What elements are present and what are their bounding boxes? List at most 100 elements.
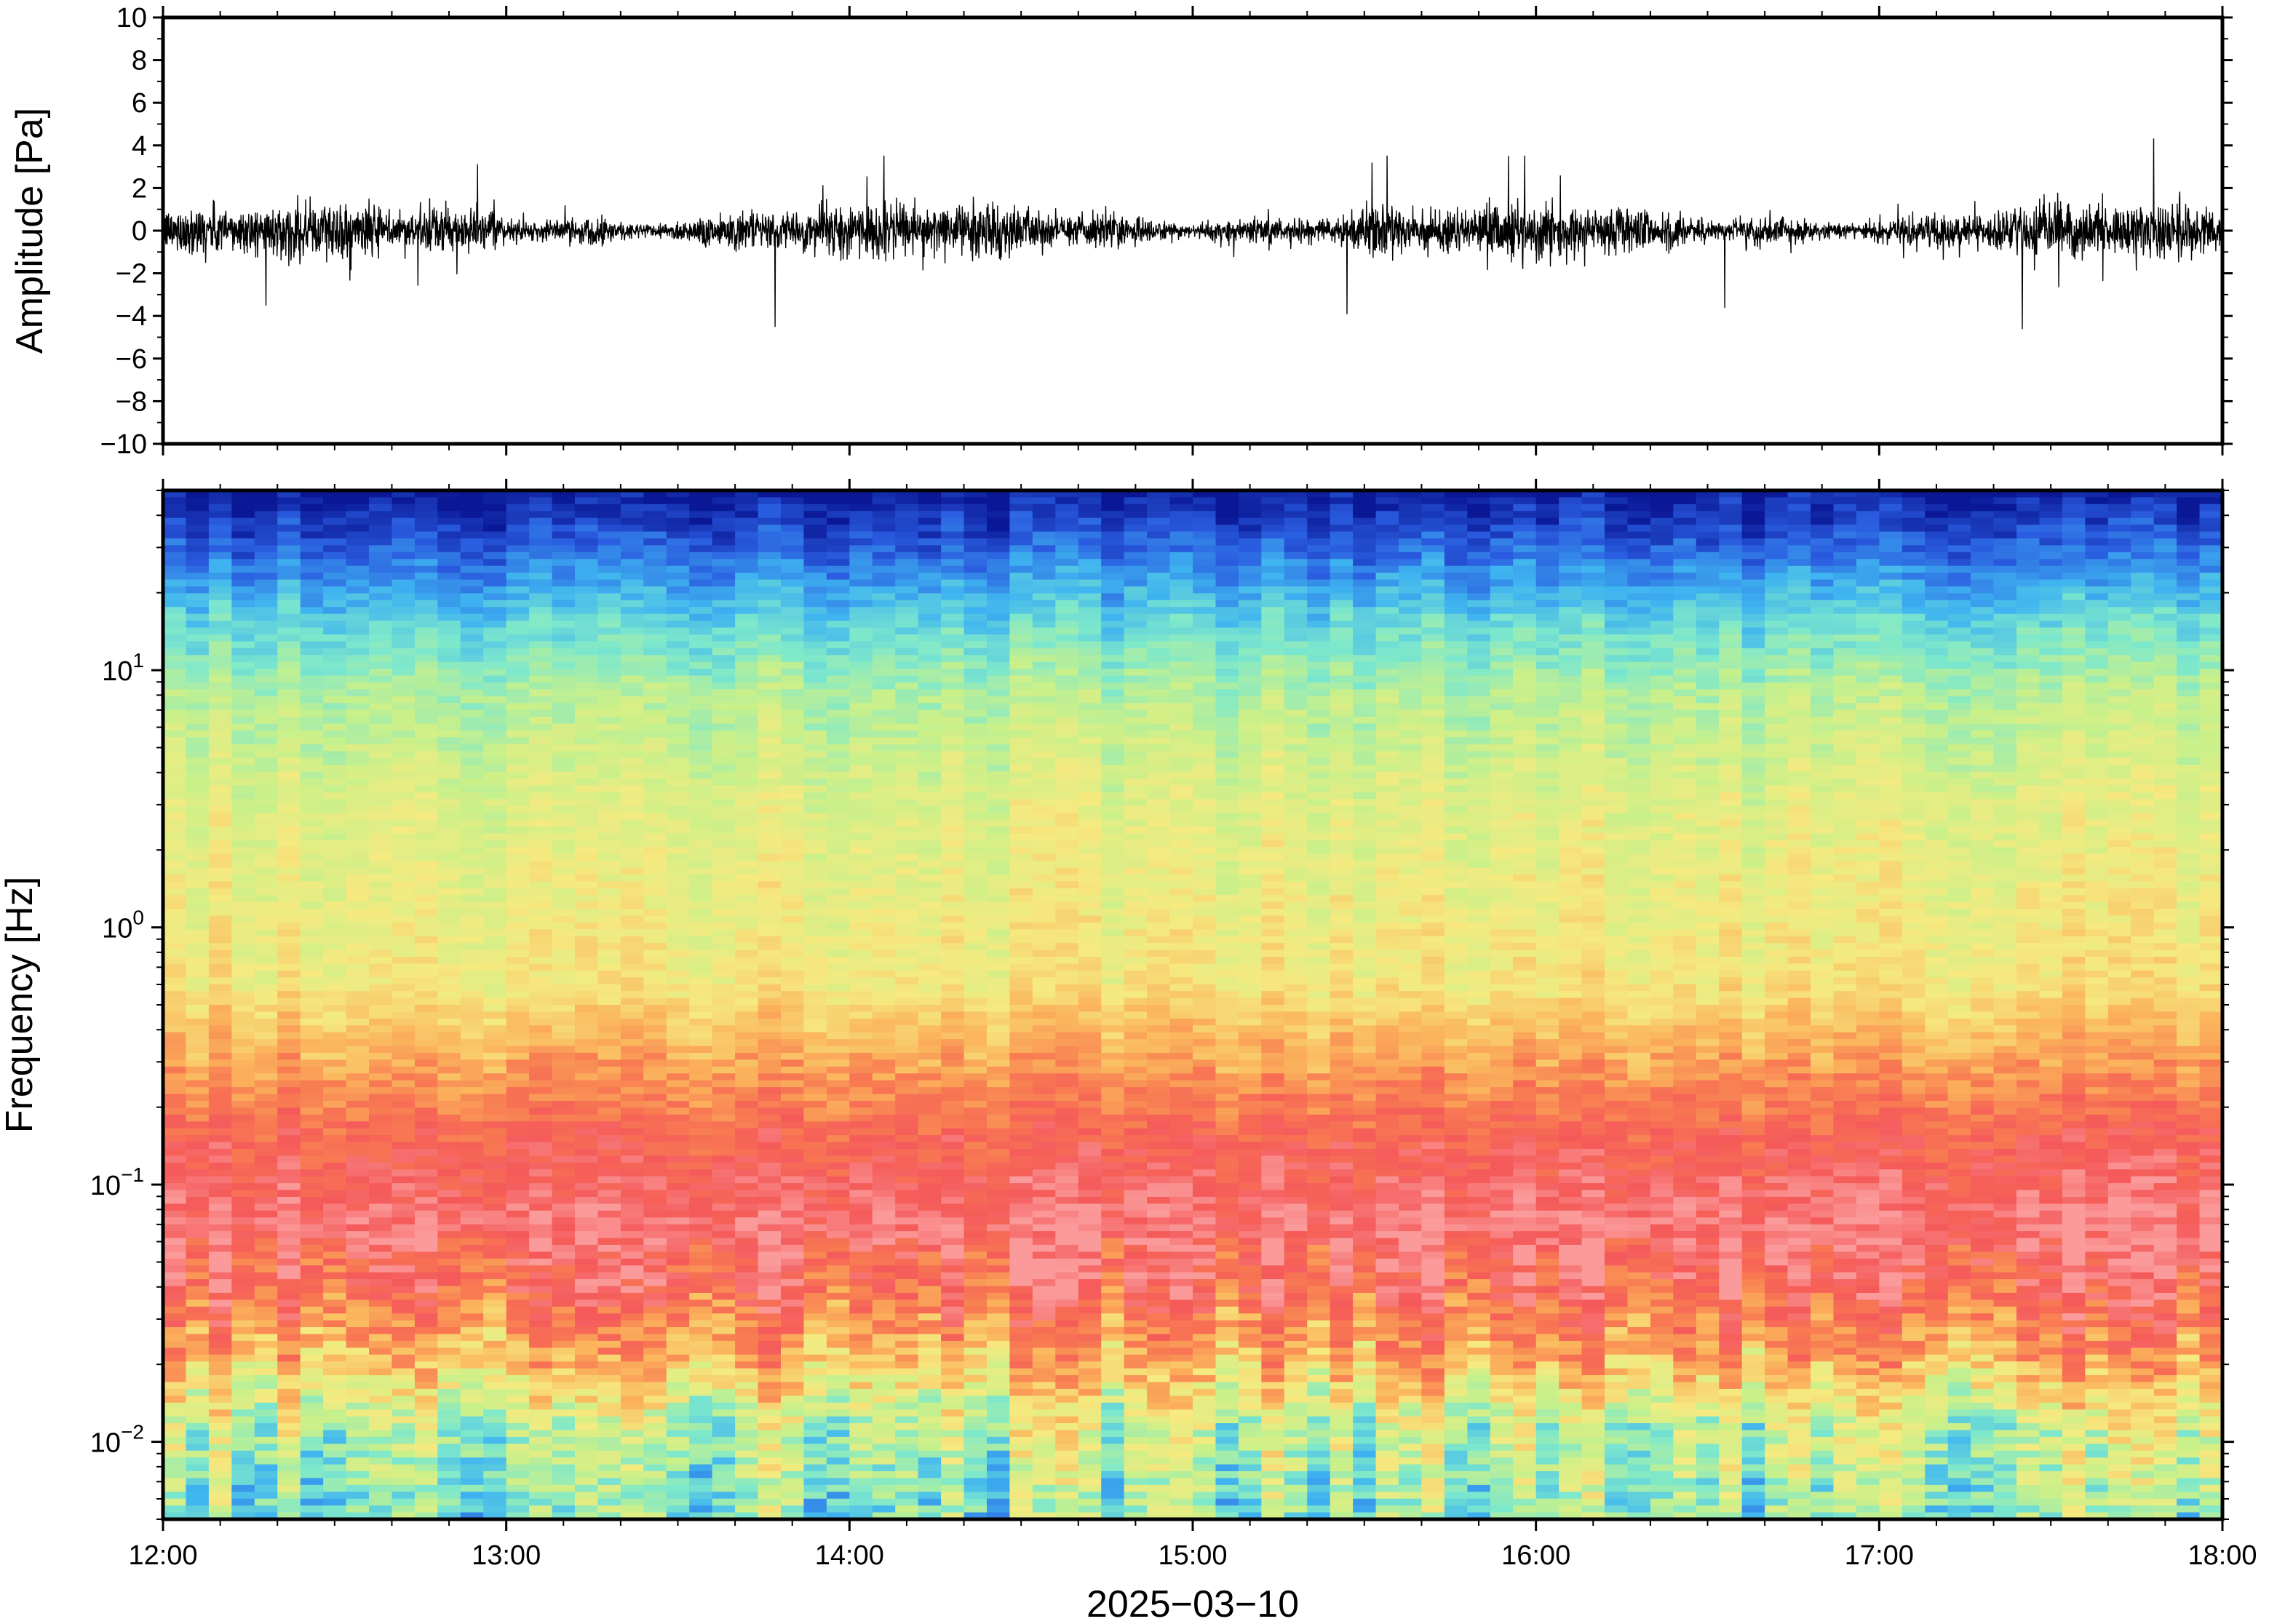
- spectrogram-cell: [895, 792, 919, 800]
- spectrogram-cell: [323, 915, 347, 923]
- spectrogram-cell: [208, 861, 232, 869]
- spectrogram-cell: [369, 586, 393, 594]
- spectrogram-cell: [552, 1361, 576, 1369]
- spectrogram-cell: [803, 1244, 827, 1252]
- spectrogram-cell: [803, 805, 827, 813]
- spectrogram-cell: [369, 1368, 393, 1376]
- spectrogram-cell: [437, 1272, 461, 1280]
- spectrogram-cell: [186, 1148, 210, 1156]
- spectrogram-cell: [369, 703, 393, 711]
- spectrogram-cell: [529, 593, 553, 601]
- spectrogram-cell: [689, 696, 713, 704]
- spectrogram-cell: [346, 1423, 370, 1431]
- spectrogram-cell: [414, 1471, 438, 1479]
- spectrogram-cell: [849, 1052, 873, 1061]
- spectrogram-cell: [803, 929, 827, 937]
- spectrogram-cell: [506, 861, 530, 869]
- spectrogram-cell: [369, 1505, 393, 1513]
- spectrogram-cell: [849, 1258, 873, 1266]
- spectrogram-cell: [529, 1313, 553, 1321]
- spectrogram-cell: [414, 861, 438, 869]
- spectrogram-cell: [803, 991, 827, 999]
- spectrogram-cell: [872, 1107, 896, 1115]
- spectrogram-cell: [483, 1196, 507, 1204]
- spectrogram-cell: [620, 1135, 644, 1143]
- spectrogram-cell: [712, 1100, 736, 1108]
- spectrogram-cell: [231, 915, 255, 923]
- spectrogram-cell: [231, 1306, 255, 1314]
- spectrogram-cell: [620, 655, 644, 663]
- spectrogram-cell: [346, 641, 370, 649]
- spectrogram-cell: [254, 1348, 278, 1356]
- spectrogram-cell: [803, 1409, 827, 1417]
- spectrogram-cell: [781, 1423, 805, 1431]
- spectrogram-cell: [163, 586, 187, 594]
- spectrogram-cell: [872, 648, 896, 656]
- spectrogram-cell: [575, 586, 599, 594]
- spectrogram-cell: [163, 538, 187, 546]
- spectrogram-cell: [849, 1436, 873, 1444]
- spectrogram-cell: [186, 1005, 210, 1013]
- spectrogram-cell: [483, 1484, 507, 1492]
- spectrogram-cell: [575, 909, 599, 917]
- spectrogram-cell: [826, 682, 850, 690]
- spectrogram-cell: [460, 853, 484, 861]
- spectrogram-cell: [781, 840, 805, 848]
- spectrogram-cell: [208, 565, 232, 573]
- spectrogram-cell: [712, 600, 736, 608]
- spectrogram-cell: [781, 1354, 805, 1362]
- spectrogram-cell: [575, 1340, 599, 1348]
- spectrogram-cell: [781, 1231, 805, 1239]
- spectrogram-cell: [231, 936, 255, 944]
- spectrogram-cell: [849, 1066, 873, 1074]
- spectrogram-cell: [735, 682, 759, 690]
- spectrogram-cell: [392, 1272, 416, 1280]
- spectrogram-cell: [437, 847, 461, 855]
- spectrogram-cell: [277, 1210, 301, 1218]
- spectrogram-cell: [346, 1087, 370, 1095]
- spectrogram-cell: [666, 1238, 690, 1246]
- spectrogram-cell: [849, 1375, 873, 1383]
- spectrogram-cell: [323, 490, 347, 498]
- spectrogram-cell: [346, 1018, 370, 1026]
- spectrogram-cell: [186, 1196, 210, 1204]
- spectrogram-cell: [529, 669, 553, 677]
- spectrogram-cell: [414, 1340, 438, 1348]
- spectrogram-cell: [643, 936, 667, 944]
- spectrogram-cell: [163, 1107, 187, 1115]
- spectrogram-cell: [895, 613, 919, 621]
- spectrogram-cell: [643, 1203, 667, 1211]
- spectrogram-cell: [460, 929, 484, 937]
- spectrogram-cell: [231, 1100, 255, 1108]
- spectrogram-cell: [392, 819, 416, 827]
- spectrogram-cell: [460, 867, 484, 875]
- spectrogram-cell: [735, 1176, 759, 1184]
- spectrogram-cell: [163, 853, 187, 861]
- spectrogram-cell: [597, 545, 621, 553]
- spectrogram-cell: [803, 1327, 827, 1335]
- spectrogram-cell: [689, 1292, 713, 1300]
- spectrogram-cell: [231, 853, 255, 861]
- spectrogram-cell: [643, 1478, 667, 1486]
- spectrogram-cell: [346, 1169, 370, 1177]
- spectrogram-cell: [506, 525, 530, 533]
- spectrogram-cell: [849, 881, 873, 889]
- spectrogram-cell: [254, 1450, 278, 1458]
- spectrogram-cell: [300, 922, 324, 930]
- spectrogram-cell: [575, 950, 599, 958]
- spectrogram-cell: [689, 1416, 713, 1424]
- spectrogram-cell: [277, 1478, 301, 1486]
- spectrogram-cell: [803, 703, 827, 711]
- spectrogram-cell: [231, 1025, 255, 1033]
- spectrogram-cell: [758, 943, 782, 951]
- spectrogram-cell: [346, 531, 370, 539]
- spectrogram-cell: [552, 655, 576, 663]
- spectrogram-cell: [712, 861, 736, 869]
- spectrogram-cell: [392, 1416, 416, 1424]
- spectrogram-cell: [186, 503, 210, 512]
- spectrogram-cell: [277, 1107, 301, 1115]
- spectrogram-cell: [620, 1196, 644, 1204]
- spectrogram-cell: [186, 1080, 210, 1088]
- spectrogram-cell: [208, 1457, 232, 1465]
- spectrogram-cell: [575, 655, 599, 663]
